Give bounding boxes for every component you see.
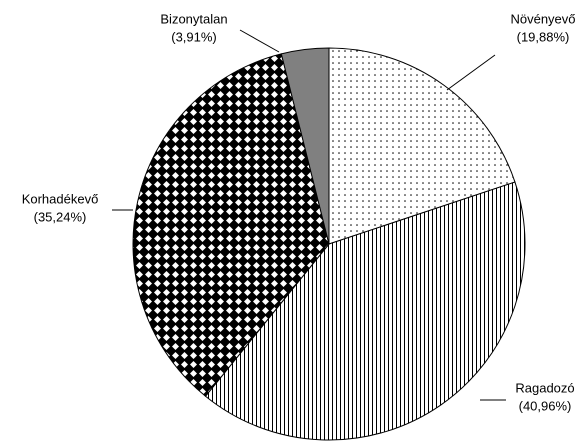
- slice-value-label: (19,88%): [517, 29, 570, 44]
- slice-value-label: (35,24%): [34, 209, 87, 224]
- pie-slice: [280, 47, 330, 245]
- slice-value-label: (40,96%): [519, 398, 572, 413]
- slice-label: Korhadékevő: [22, 191, 99, 206]
- leader-line: [446, 54, 496, 91]
- pie-slice: [204, 181, 526, 441]
- slice-label: Ragadozó: [515, 380, 574, 395]
- slice-label: Növényevő: [510, 11, 575, 26]
- leader-line: [239, 29, 280, 53]
- slice-value-label: (3,91%): [171, 29, 217, 44]
- pie-slice: [132, 53, 330, 397]
- pie-slice: [328, 47, 516, 245]
- slice-label: Bizonytalan: [160, 11, 227, 26]
